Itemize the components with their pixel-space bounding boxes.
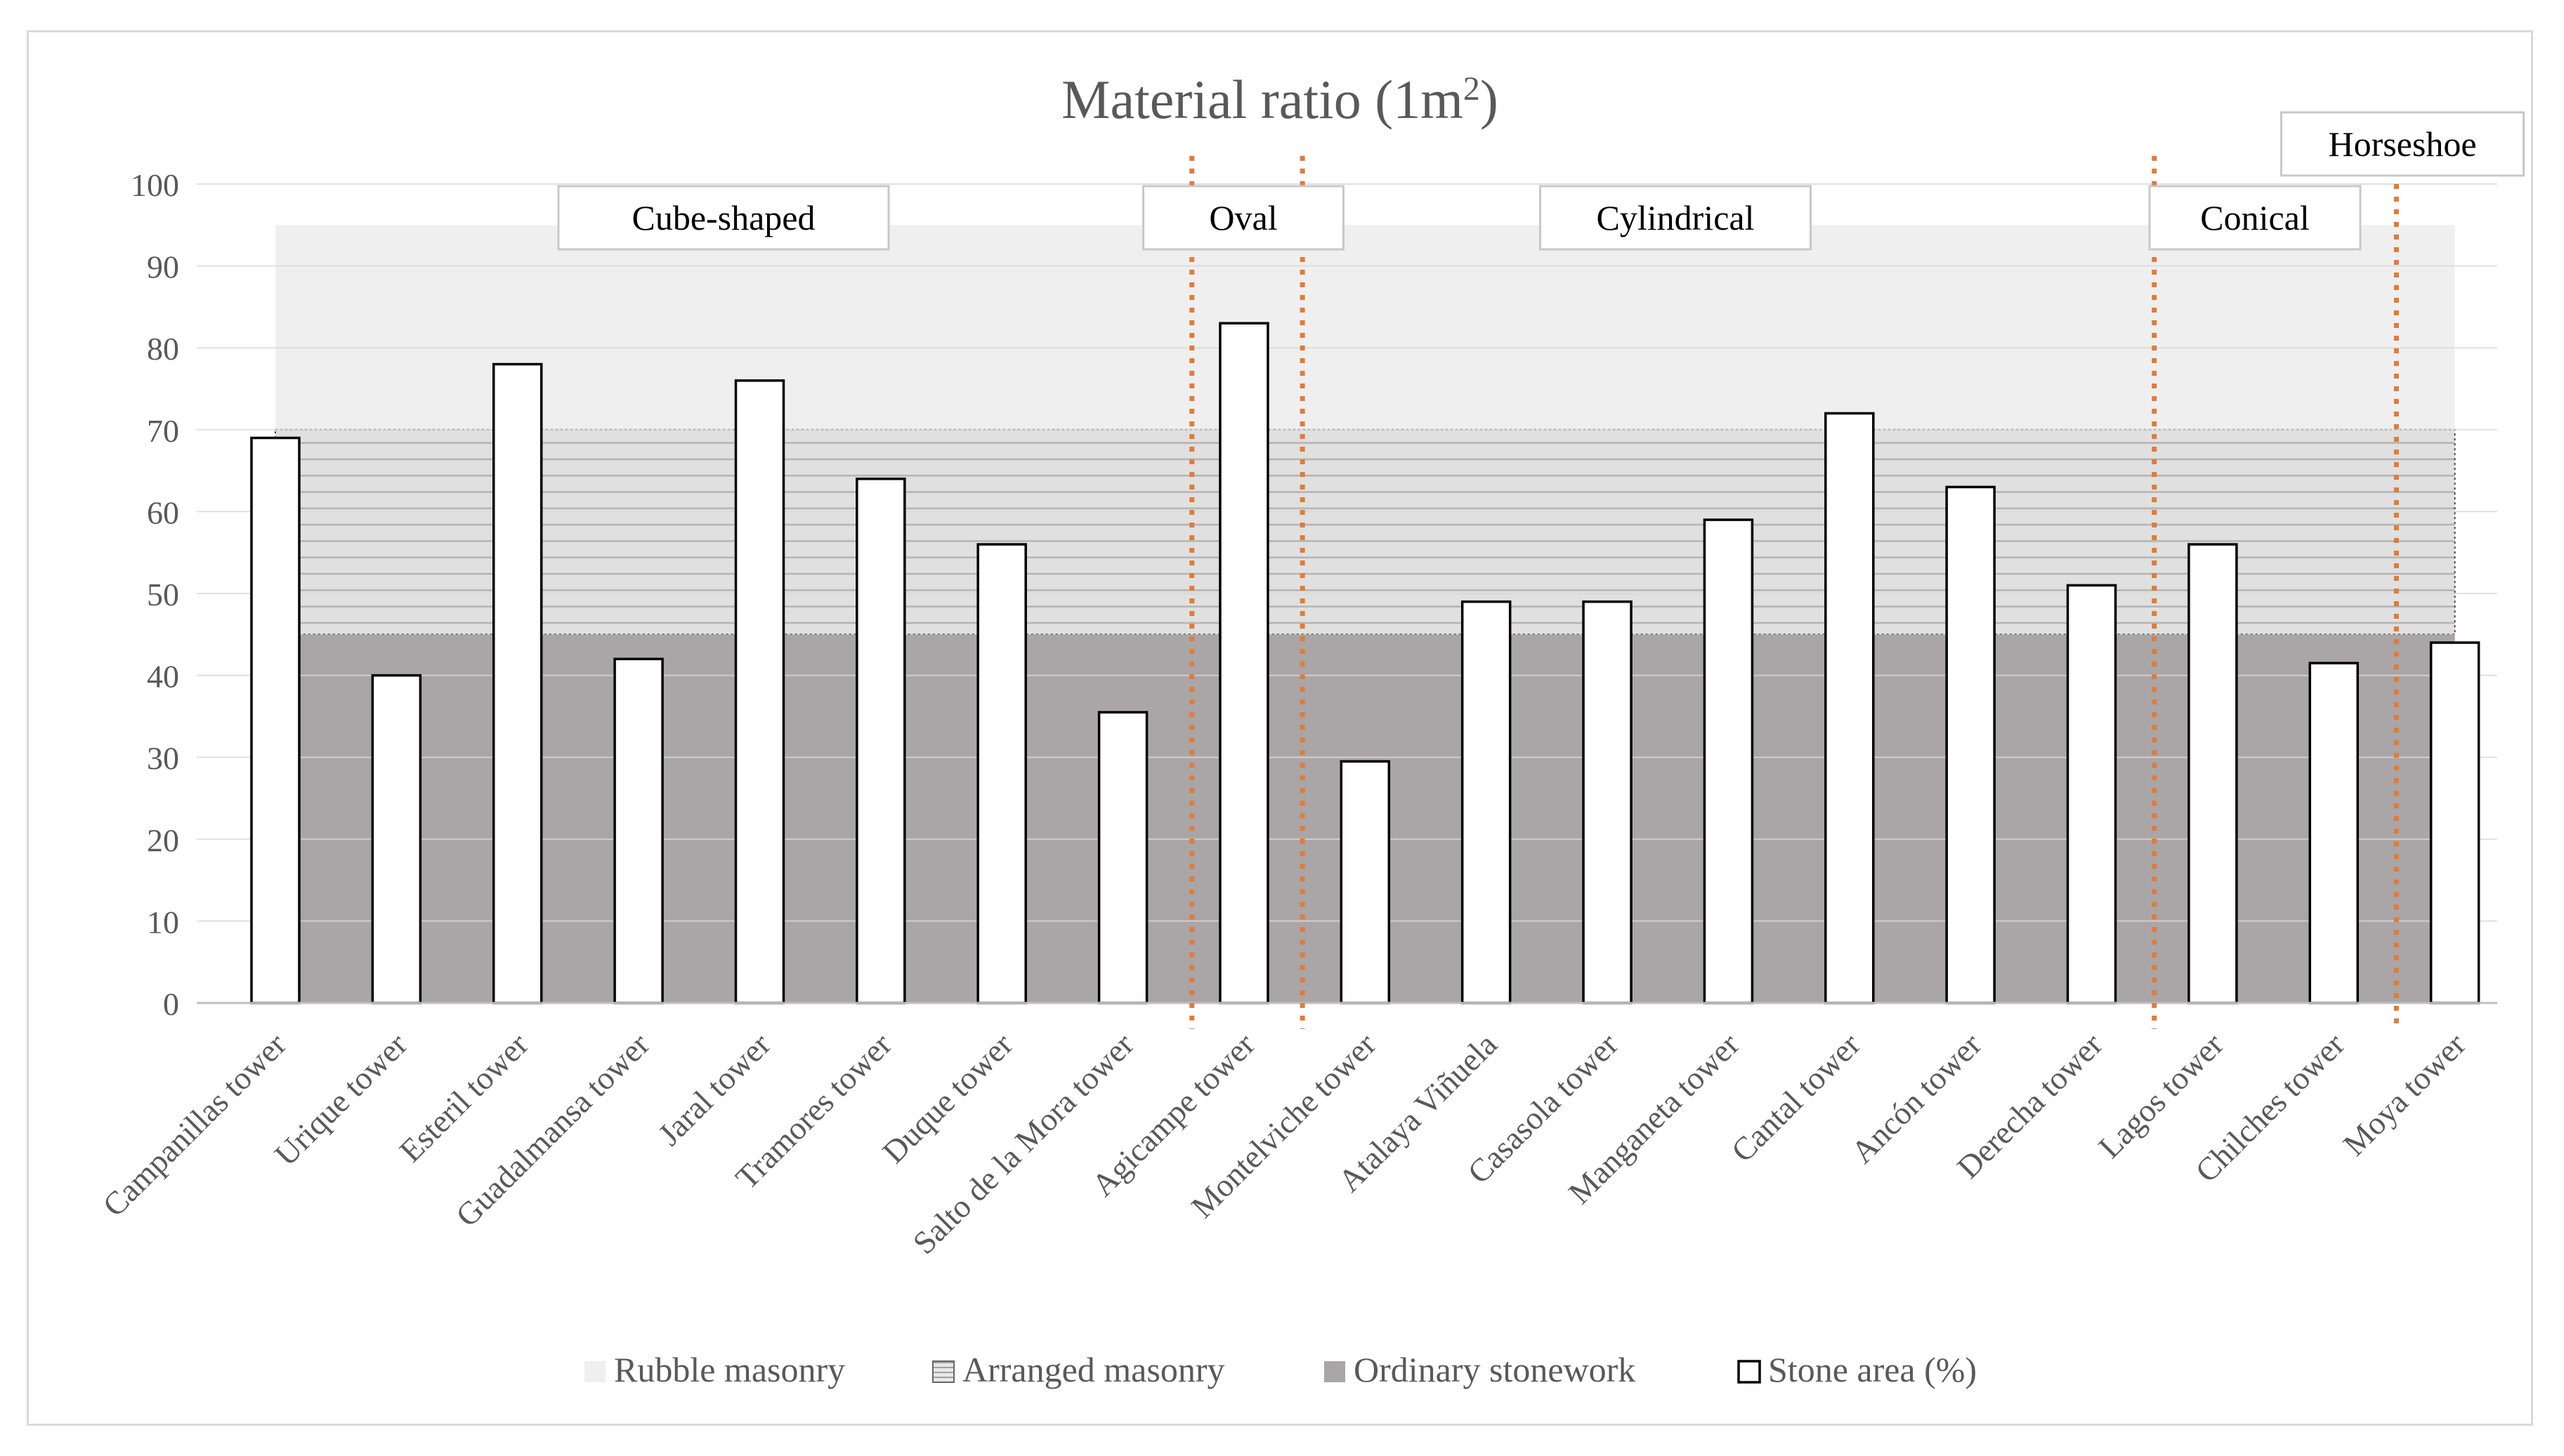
group-label-cube-shaped: Cube-shaped [632,198,815,237]
legend-label: Ordinary stonework [1354,1350,1635,1389]
y-tick-label: 20 [147,822,179,858]
bar-moya-tower [2429,641,2480,1004]
y-tick-label: 50 [147,577,179,612]
band-arranged-outline [275,428,2456,636]
legend-swatch-stone-area- [1737,1360,1761,1384]
group-box-cylindrical [1539,185,1812,251]
bar-salto-de-la-mora-tower [1097,711,1149,1004]
legend-label: Rubble masonry [614,1350,845,1389]
y-tick-label: 60 [147,494,179,530]
group-label-cylindrical: Cylindrical [1597,198,1755,237]
legend-swatch-ordinary-stonework [1324,1361,1345,1382]
y-tick-label: 100 [131,167,179,203]
group-box-horseshoe [2280,111,2525,177]
band-rubble-masonry [275,225,2455,430]
bar-montelviche-tower [1340,760,1391,1004]
y-tick-label: 70 [147,413,179,449]
group-label-horseshoe: Horseshoe [2328,124,2476,164]
legend-swatch-rubble-masonry [584,1361,606,1382]
bar-manganeta-tower [1703,518,1754,1004]
bar-chilches-tower [2308,662,2360,1004]
y-tick-label: 90 [147,249,179,285]
group-box-cube-shaped [557,185,890,251]
bar-duque-tower [976,543,1027,1004]
group-label-conical: Conical [2200,198,2310,237]
chart-title: Material ratio (1m2) [1061,69,1498,130]
bar-cantal-tower [1824,412,1875,1004]
x-tick-label: Campanillas tower [96,1026,293,1224]
band-arranged-masonry [275,429,2455,635]
bar-lagos-tower [2187,543,2238,1004]
bar-esteril-tower [492,362,543,1004]
group-label-oval: Oval [1209,198,1277,237]
legend-label: Arranged masonry [962,1350,1225,1389]
x-tick-label: Moya tower [2336,1026,2473,1162]
y-tick-label: 0 [163,986,179,1022]
chart-frame [27,30,2533,1426]
bar-derecha-tower [2066,584,2117,1004]
y-tick-label: 40 [147,659,179,695]
group-box-oval [1142,185,1345,251]
group-box-conical [2148,185,2362,251]
bar-ancón-tower [1945,485,1996,1004]
legend-label: Stone area (%) [1768,1350,1977,1389]
bar-tramores-tower [856,478,906,1004]
bar-campanillas-tower [250,436,301,1004]
x-tick-label: Salto de la Mora tower [906,1026,1141,1261]
legend-swatch-arranged-masonry [932,1360,955,1383]
y-tick-label: 10 [147,904,179,940]
x-tick-label: Cantal tower [1725,1026,1867,1169]
bar-urique-tower [371,674,422,1004]
y-tick-label: 80 [147,331,179,367]
bar-agicampe-tower [1219,322,1269,1004]
x-tick-label: Jaral tower [651,1026,778,1153]
bar-guadalmansa-tower [613,657,664,1004]
y-tick-label: 30 [147,740,179,776]
bar-jaral-tower [734,379,785,1004]
bar-atalaya-viñuela [1460,600,1512,1004]
bar-casasola-tower [1582,600,1633,1004]
